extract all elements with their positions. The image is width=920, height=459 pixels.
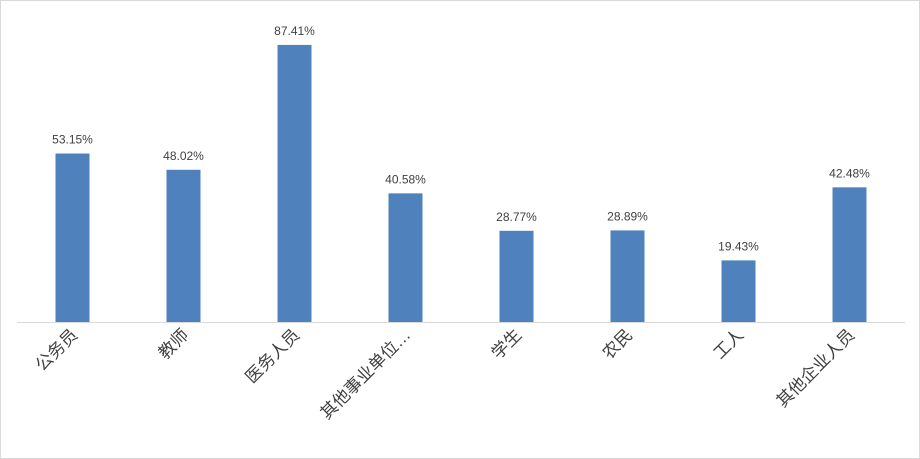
data-label: 28.77% [496,210,537,224]
bar [55,153,90,322]
data-label: 48.02% [163,149,204,163]
bar [166,169,201,322]
bar [832,187,867,322]
bar [277,44,312,322]
data-label: 19.43% [718,239,759,253]
bar [388,193,423,322]
bar [610,230,645,322]
data-label: 53.15% [52,133,93,147]
bar [499,230,534,322]
data-label: 87.41% [274,24,315,38]
data-label: 28.89% [607,209,648,223]
bar [721,260,756,322]
data-label: 40.58% [385,172,426,186]
data-label: 42.48% [829,166,870,180]
